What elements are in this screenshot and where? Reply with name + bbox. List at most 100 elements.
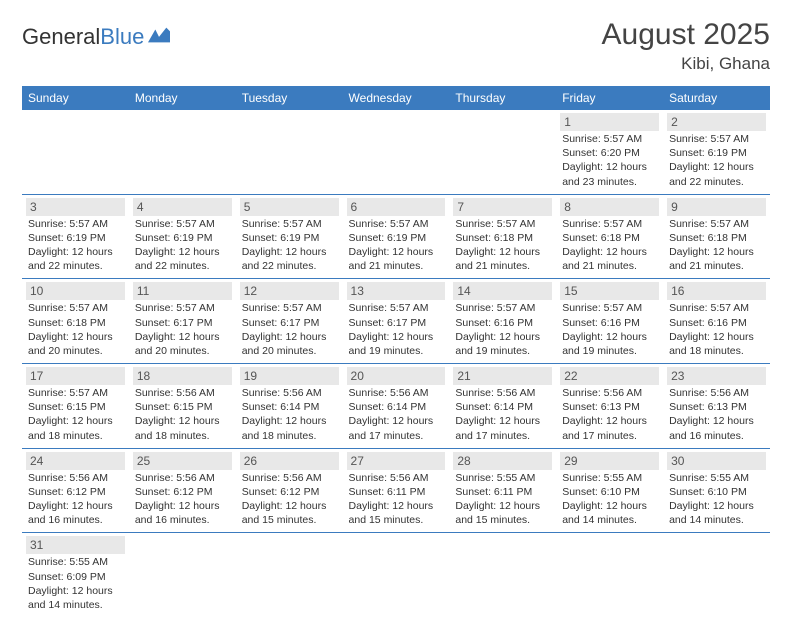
day-number: 18	[133, 367, 232, 385]
calendar-row: 3Sunrise: 5:57 AMSunset: 6:19 PMDaylight…	[22, 194, 770, 279]
sunrise-line: Sunrise: 5:55 AM	[455, 471, 550, 485]
sunrise-line: Sunrise: 5:56 AM	[28, 471, 123, 485]
sunset-line: Sunset: 6:13 PM	[562, 400, 657, 414]
calendar-cell: 23Sunrise: 5:56 AMSunset: 6:13 PMDayligh…	[663, 364, 770, 449]
title-block: August 2025 Kibi, Ghana	[602, 18, 770, 74]
sunrise-line: Sunrise: 5:56 AM	[135, 386, 230, 400]
day-header: Tuesday	[236, 86, 343, 110]
day-details: Sunrise: 5:55 AMSunset: 6:11 PMDaylight:…	[453, 470, 552, 528]
sunrise-line: Sunrise: 5:57 AM	[562, 301, 657, 315]
day-number: 22	[560, 367, 659, 385]
day-header: Friday	[556, 86, 663, 110]
calendar-row: 1Sunrise: 5:57 AMSunset: 6:20 PMDaylight…	[22, 110, 770, 194]
calendar-cell: 24Sunrise: 5:56 AMSunset: 6:12 PMDayligh…	[22, 448, 129, 533]
sunset-line: Sunset: 6:17 PM	[242, 316, 337, 330]
day-number: 23	[667, 367, 766, 385]
calendar-cell: 6Sunrise: 5:57 AMSunset: 6:19 PMDaylight…	[343, 194, 450, 279]
sunrise-line: Sunrise: 5:55 AM	[562, 471, 657, 485]
day-details: Sunrise: 5:55 AMSunset: 6:10 PMDaylight:…	[667, 470, 766, 528]
sunrise-line: Sunrise: 5:56 AM	[562, 386, 657, 400]
daylight-line: Daylight: 12 hours and 16 minutes.	[28, 499, 123, 527]
calendar-cell: 27Sunrise: 5:56 AMSunset: 6:11 PMDayligh…	[343, 448, 450, 533]
day-details: Sunrise: 5:57 AMSunset: 6:17 PMDaylight:…	[133, 300, 232, 358]
sunrise-line: Sunrise: 5:57 AM	[349, 301, 444, 315]
sunrise-line: Sunrise: 5:57 AM	[28, 217, 123, 231]
daylight-line: Daylight: 12 hours and 22 minutes.	[28, 245, 123, 273]
day-number: 10	[26, 282, 125, 300]
daylight-line: Daylight: 12 hours and 15 minutes.	[455, 499, 550, 527]
calendar-row: 24Sunrise: 5:56 AMSunset: 6:12 PMDayligh…	[22, 448, 770, 533]
daylight-line: Daylight: 12 hours and 15 minutes.	[349, 499, 444, 527]
daylight-line: Daylight: 12 hours and 14 minutes.	[669, 499, 764, 527]
calendar-cell: 2Sunrise: 5:57 AMSunset: 6:19 PMDaylight…	[663, 110, 770, 194]
day-details: Sunrise: 5:57 AMSunset: 6:17 PMDaylight:…	[347, 300, 446, 358]
sunrise-line: Sunrise: 5:57 AM	[455, 301, 550, 315]
sunset-line: Sunset: 6:18 PM	[455, 231, 550, 245]
calendar-cell: 10Sunrise: 5:57 AMSunset: 6:18 PMDayligh…	[22, 279, 129, 364]
daylight-line: Daylight: 12 hours and 14 minutes.	[28, 584, 123, 612]
calendar-cell: 14Sunrise: 5:57 AMSunset: 6:16 PMDayligh…	[449, 279, 556, 364]
daylight-line: Daylight: 12 hours and 22 minutes.	[135, 245, 230, 273]
location: Kibi, Ghana	[602, 54, 770, 74]
calendar-cell	[449, 110, 556, 194]
calendar-cell: 18Sunrise: 5:56 AMSunset: 6:15 PMDayligh…	[129, 364, 236, 449]
day-details: Sunrise: 5:57 AMSunset: 6:16 PMDaylight:…	[667, 300, 766, 358]
sunset-line: Sunset: 6:13 PM	[669, 400, 764, 414]
month-title: August 2025	[602, 18, 770, 52]
sunset-line: Sunset: 6:16 PM	[455, 316, 550, 330]
day-details: Sunrise: 5:57 AMSunset: 6:18 PMDaylight:…	[453, 216, 552, 274]
calendar-cell	[236, 110, 343, 194]
calendar-cell: 8Sunrise: 5:57 AMSunset: 6:18 PMDaylight…	[556, 194, 663, 279]
sunset-line: Sunset: 6:12 PM	[28, 485, 123, 499]
day-details: Sunrise: 5:57 AMSunset: 6:16 PMDaylight:…	[453, 300, 552, 358]
calendar-cell: 1Sunrise: 5:57 AMSunset: 6:20 PMDaylight…	[556, 110, 663, 194]
day-details: Sunrise: 5:57 AMSunset: 6:17 PMDaylight:…	[240, 300, 339, 358]
daylight-line: Daylight: 12 hours and 14 minutes.	[562, 499, 657, 527]
daylight-line: Daylight: 12 hours and 18 minutes.	[135, 414, 230, 442]
sunrise-line: Sunrise: 5:57 AM	[669, 217, 764, 231]
day-details: Sunrise: 5:56 AMSunset: 6:13 PMDaylight:…	[560, 385, 659, 443]
day-number: 17	[26, 367, 125, 385]
daylight-line: Daylight: 12 hours and 18 minutes.	[28, 414, 123, 442]
daylight-line: Daylight: 12 hours and 21 minutes.	[669, 245, 764, 273]
sunrise-line: Sunrise: 5:56 AM	[135, 471, 230, 485]
day-header: Sunday	[22, 86, 129, 110]
day-number: 26	[240, 452, 339, 470]
daylight-line: Daylight: 12 hours and 18 minutes.	[242, 414, 337, 442]
daylight-line: Daylight: 12 hours and 17 minutes.	[455, 414, 550, 442]
sunrise-line: Sunrise: 5:57 AM	[28, 301, 123, 315]
daylight-line: Daylight: 12 hours and 15 minutes.	[242, 499, 337, 527]
day-details: Sunrise: 5:57 AMSunset: 6:15 PMDaylight:…	[26, 385, 125, 443]
calendar-cell: 20Sunrise: 5:56 AMSunset: 6:14 PMDayligh…	[343, 364, 450, 449]
daylight-line: Daylight: 12 hours and 19 minutes.	[349, 330, 444, 358]
sunset-line: Sunset: 6:10 PM	[669, 485, 764, 499]
day-number: 14	[453, 282, 552, 300]
day-number: 7	[453, 198, 552, 216]
sunset-line: Sunset: 6:16 PM	[669, 316, 764, 330]
sunset-line: Sunset: 6:18 PM	[28, 316, 123, 330]
daylight-line: Daylight: 12 hours and 20 minutes.	[135, 330, 230, 358]
day-details: Sunrise: 5:56 AMSunset: 6:12 PMDaylight:…	[240, 470, 339, 528]
flag-icon	[148, 27, 170, 43]
sunset-line: Sunset: 6:14 PM	[455, 400, 550, 414]
header: GeneralBlue August 2025 Kibi, Ghana	[22, 18, 770, 74]
sunrise-line: Sunrise: 5:57 AM	[135, 301, 230, 315]
day-details: Sunrise: 5:55 AMSunset: 6:10 PMDaylight:…	[560, 470, 659, 528]
day-header-row: SundayMondayTuesdayWednesdayThursdayFrid…	[22, 86, 770, 110]
calendar-cell	[129, 110, 236, 194]
day-number: 24	[26, 452, 125, 470]
calendar-cell: 5Sunrise: 5:57 AMSunset: 6:19 PMDaylight…	[236, 194, 343, 279]
daylight-line: Daylight: 12 hours and 22 minutes.	[669, 160, 764, 188]
daylight-line: Daylight: 12 hours and 18 minutes.	[669, 330, 764, 358]
calendar-cell: 30Sunrise: 5:55 AMSunset: 6:10 PMDayligh…	[663, 448, 770, 533]
sunrise-line: Sunrise: 5:57 AM	[669, 301, 764, 315]
sunset-line: Sunset: 6:19 PM	[349, 231, 444, 245]
day-details: Sunrise: 5:56 AMSunset: 6:13 PMDaylight:…	[667, 385, 766, 443]
day-number: 1	[560, 113, 659, 131]
day-details: Sunrise: 5:57 AMSunset: 6:16 PMDaylight:…	[560, 300, 659, 358]
day-number: 28	[453, 452, 552, 470]
sunset-line: Sunset: 6:19 PM	[242, 231, 337, 245]
sunrise-line: Sunrise: 5:56 AM	[242, 471, 337, 485]
day-number: 30	[667, 452, 766, 470]
sunrise-line: Sunrise: 5:57 AM	[135, 217, 230, 231]
